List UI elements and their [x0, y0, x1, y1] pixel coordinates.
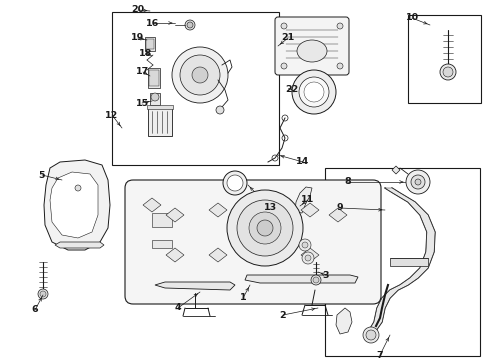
Circle shape — [185, 20, 195, 30]
Bar — [148, 108, 172, 136]
Text: 16: 16 — [147, 18, 160, 27]
Circle shape — [313, 277, 319, 283]
Circle shape — [366, 330, 376, 340]
Polygon shape — [143, 198, 161, 212]
Circle shape — [406, 170, 430, 194]
Polygon shape — [301, 248, 319, 262]
Polygon shape — [209, 248, 227, 262]
Polygon shape — [209, 203, 227, 217]
Bar — [146, 39, 154, 49]
Circle shape — [38, 289, 48, 299]
Bar — [408, 15, 481, 103]
Polygon shape — [55, 242, 104, 248]
Text: 20: 20 — [131, 5, 145, 14]
Bar — [112, 12, 279, 165]
FancyBboxPatch shape — [125, 180, 381, 304]
Text: 2: 2 — [280, 310, 286, 320]
Text: 11: 11 — [301, 195, 315, 204]
Circle shape — [40, 291, 46, 297]
Polygon shape — [301, 203, 319, 217]
Circle shape — [299, 239, 311, 251]
Circle shape — [151, 93, 159, 101]
Text: 5: 5 — [39, 171, 45, 180]
Circle shape — [311, 275, 321, 285]
Text: 3: 3 — [323, 270, 329, 279]
Polygon shape — [166, 248, 184, 262]
Circle shape — [415, 179, 421, 185]
Bar — [148, 68, 160, 88]
Circle shape — [227, 175, 243, 191]
Circle shape — [223, 171, 247, 195]
Polygon shape — [50, 172, 98, 238]
Polygon shape — [336, 308, 352, 334]
Circle shape — [281, 63, 287, 69]
Circle shape — [187, 22, 193, 28]
Circle shape — [249, 212, 281, 244]
Text: 17: 17 — [136, 68, 149, 77]
Polygon shape — [166, 208, 184, 222]
Text: 7: 7 — [377, 351, 383, 360]
Text: 1: 1 — [240, 293, 246, 302]
Circle shape — [192, 67, 208, 83]
Bar — [150, 93, 160, 105]
Text: 14: 14 — [296, 158, 310, 166]
Circle shape — [305, 255, 311, 261]
Text: 13: 13 — [264, 203, 276, 212]
Polygon shape — [368, 188, 435, 332]
Text: 12: 12 — [105, 111, 119, 120]
Circle shape — [337, 63, 343, 69]
Text: 10: 10 — [405, 13, 418, 22]
Circle shape — [227, 190, 303, 266]
Circle shape — [75, 185, 81, 191]
Circle shape — [237, 200, 293, 256]
Polygon shape — [271, 248, 289, 262]
Polygon shape — [295, 187, 312, 213]
Text: 6: 6 — [32, 306, 38, 315]
Bar — [147, 105, 173, 109]
Bar — [390, 258, 428, 266]
Circle shape — [292, 70, 336, 114]
Circle shape — [443, 67, 453, 77]
Circle shape — [281, 23, 287, 29]
Circle shape — [180, 55, 220, 95]
Bar — [152, 213, 172, 227]
Text: 19: 19 — [131, 33, 145, 42]
Polygon shape — [155, 282, 235, 290]
Circle shape — [304, 82, 324, 102]
Text: 9: 9 — [337, 203, 343, 212]
Circle shape — [363, 327, 379, 343]
Circle shape — [216, 106, 224, 114]
Circle shape — [257, 220, 273, 236]
Bar — [149, 70, 159, 86]
Bar — [145, 37, 155, 51]
Circle shape — [411, 175, 425, 189]
FancyBboxPatch shape — [275, 17, 349, 75]
Polygon shape — [245, 275, 358, 283]
Text: 4: 4 — [175, 303, 181, 312]
Text: 18: 18 — [139, 49, 153, 58]
Polygon shape — [329, 208, 347, 222]
Polygon shape — [44, 160, 110, 250]
Circle shape — [302, 242, 308, 248]
Circle shape — [299, 77, 329, 107]
Ellipse shape — [297, 40, 327, 62]
Text: 22: 22 — [285, 85, 298, 94]
Text: 21: 21 — [281, 33, 294, 42]
Polygon shape — [392, 166, 400, 174]
Circle shape — [337, 23, 343, 29]
Text: 8: 8 — [344, 177, 351, 186]
Circle shape — [440, 64, 456, 80]
Text: 15: 15 — [135, 99, 148, 108]
Circle shape — [302, 252, 314, 264]
Circle shape — [172, 47, 228, 103]
Bar — [325, 168, 480, 356]
Bar — [152, 240, 172, 248]
